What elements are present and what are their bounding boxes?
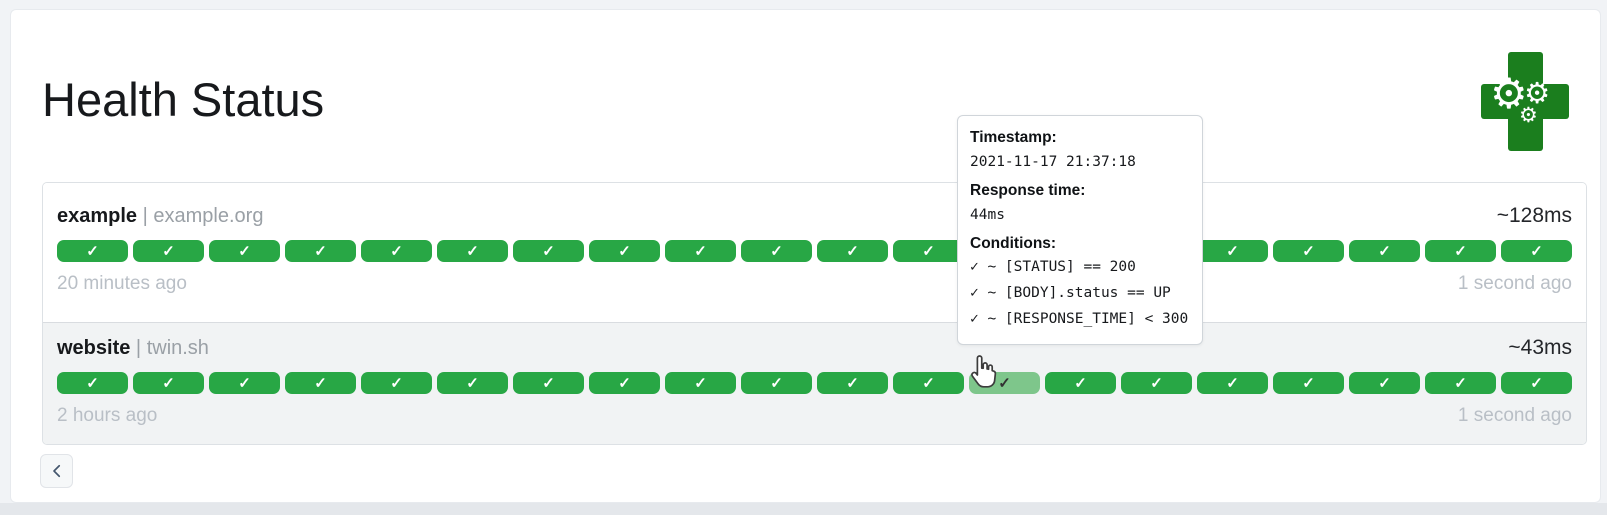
status-result-bar[interactable]: ✓ <box>437 372 508 394</box>
status-result-bar[interactable]: ✓ <box>285 372 356 394</box>
gear-icon: ⚙ <box>1519 103 1538 127</box>
status-result-bar[interactable]: ✓ <box>209 372 280 394</box>
endpoint-footer: 20 minutes ago 1 second ago <box>57 273 1572 295</box>
status-result-bar[interactable]: ✓ <box>1045 372 1116 394</box>
gatus-logo: ⚙ ⚙ ⚙ <box>1481 52 1569 151</box>
average-response-time: ~43ms <box>1508 336 1572 359</box>
endpoint-name: website <box>57 337 131 359</box>
status-result-bar[interactable]: ✓ <box>1273 372 1344 394</box>
endpoint-header: example | example.org ~128ms <box>57 204 1572 228</box>
endpoint-hostname: twin.sh <box>146 337 209 359</box>
status-result-bar[interactable]: ✓ <box>361 240 432 262</box>
endpoint-title: example | example.org <box>57 205 263 228</box>
endpoint-hostname: example.org <box>153 205 264 227</box>
status-result-bar[interactable]: ✓ <box>133 240 204 262</box>
status-bar-track: ✓✓✓✓✓✓✓✓✓✓✓✓✓✓✓✓✓✓✓✓ <box>57 372 1572 394</box>
status-result-bar[interactable]: ✓ <box>1425 240 1496 262</box>
status-result-bar[interactable]: ✓ <box>665 240 736 262</box>
status-result-bar[interactable]: ✓ <box>209 240 280 262</box>
endpoint-separator: | <box>135 337 142 359</box>
endpoint-row-example: example | example.org ~128ms ✓ ✓ ✓ ✓ ✓ ✓ ✓ ✓ ✓ ✓ ✓… <box>43 183 1586 322</box>
page-title: Health Status <box>42 73 325 126</box>
status-result-bar[interactable]: ✓ <box>437 240 508 262</box>
endpoint-header: website | twin.sh ~43ms <box>57 336 1572 360</box>
tooltip-timestamp-label: Timestamp: <box>970 129 1057 146</box>
endpoint-title: website | twin.sh <box>57 337 209 360</box>
status-result-bar[interactable]: ✓ <box>1501 240 1572 262</box>
status-result-bar[interactable]: ✓ <box>893 240 964 262</box>
status-result-bar[interactable]: ✓ <box>589 372 660 394</box>
status-result-bar[interactable]: ✓ <box>589 240 660 262</box>
status-bar-track: ✓✓✓✓✓✓✓✓✓✓✓✓✓✓✓✓✓✓✓✓ <box>57 240 1572 262</box>
endpoint-row-website: website | twin.sh ~43ms ✓ ✓ ✓ ✓ ✓ ✓ ✓ ✓ ✓ ✓ ✓ ✓ ✓ ✓ ✓ ✓… <box>43 322 1586 444</box>
status-result-bar[interactable]: ✓ <box>1273 240 1344 262</box>
tooltip-conditions-label: Conditions: <box>970 235 1057 252</box>
mouse-pointer-cursor <box>967 355 997 394</box>
status-result-bar[interactable]: ✓ <box>57 240 128 262</box>
status-result-bar[interactable]: ✓ <box>1501 372 1572 394</box>
status-result-bar[interactable]: ✓ <box>817 372 888 394</box>
status-result-bar[interactable]: ✓ <box>741 372 812 394</box>
endpoint-separator: | <box>142 205 148 227</box>
newest-result-time: 1 second ago <box>1457 405 1572 426</box>
result-tooltip: Timestamp: 2021-11-17 21:37:18 Response … <box>957 115 1203 345</box>
endpoint-footer: 2 hours ago 1 second ago <box>57 405 1572 427</box>
status-result-bar[interactable]: ✓ <box>133 372 204 394</box>
oldest-result-time: 2 hours ago <box>57 405 158 426</box>
main-card: Health Status ⚙ ⚙ ⚙ example | example.or… <box>10 9 1601 503</box>
status-result-bar[interactable]: ✓ <box>1349 240 1420 262</box>
status-result-bar[interactable]: ✓ <box>665 372 736 394</box>
oldest-result-time: 20 minutes ago <box>57 273 187 294</box>
status-result-bar[interactable]: ✓ <box>513 372 584 394</box>
status-result-bar[interactable]: ✓ <box>817 240 888 262</box>
tooltip-response-label: Response time: <box>970 182 1086 199</box>
gear-icon: ⚙ <box>1524 76 1550 110</box>
status-result-bar[interactable]: ✓ <box>513 240 584 262</box>
tooltip-timestamp-value: 2021-11-17 21:37:18 <box>970 154 1136 170</box>
tooltip-condition: ✓ ~ [BODY].status == UP <box>970 285 1171 301</box>
chevron-left-icon <box>52 464 60 478</box>
gear-icon: ⚙ <box>1490 69 1528 118</box>
status-result-bar[interactable]: ✓ <box>57 372 128 394</box>
endpoint-name: example <box>57 205 138 227</box>
status-result-bar[interactable]: ✓ <box>361 372 432 394</box>
page-bottom-strip <box>0 503 1607 515</box>
status-result-bar[interactable]: ✓ <box>285 240 356 262</box>
status-result-bar[interactable]: ✓ <box>1121 372 1192 394</box>
status-result-bar[interactable]: ✓ <box>1349 372 1420 394</box>
endpoint-group: example | example.org ~128ms ✓ ✓ ✓ ✓ ✓ ✓ ✓ ✓ ✓ ✓ ✓… <box>42 182 1587 445</box>
average-response-time: ~128ms <box>1496 204 1572 227</box>
tooltip-condition: ✓ ~ [STATUS] == 200 <box>970 259 1136 275</box>
status-result-bar[interactable]: ✓ <box>741 240 812 262</box>
status-result-bar[interactable]: ✓ <box>1197 372 1268 394</box>
logo-cross-horizontal <box>1481 84 1569 119</box>
tooltip-condition: ✓ ~ [RESPONSE_TIME] < 300 <box>970 311 1189 327</box>
tooltip-response-value: 44ms <box>970 207 1005 223</box>
newest-result-time: 1 second ago <box>1457 273 1572 294</box>
previous-page-button[interactable] <box>40 454 73 488</box>
status-result-bar[interactable]: ✓ <box>1197 240 1268 262</box>
status-result-bar[interactable]: ✓ <box>893 372 964 394</box>
status-result-bar[interactable]: ✓ <box>1425 372 1496 394</box>
